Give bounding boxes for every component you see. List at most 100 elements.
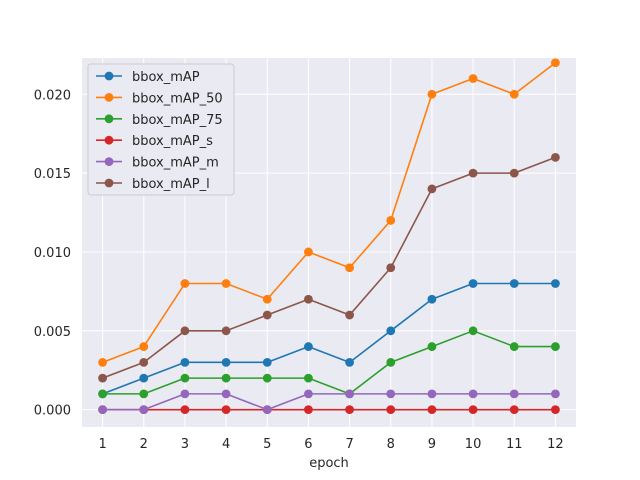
- data-point: [468, 389, 478, 399]
- data-point: [98, 373, 107, 383]
- data-point: [98, 357, 107, 367]
- legend-marker: [104, 114, 114, 124]
- x-tick-label: 4: [222, 437, 230, 452]
- data-point: [427, 184, 437, 194]
- series-line: [102, 62, 556, 364]
- data-point: [345, 405, 354, 415]
- data-point: [221, 373, 231, 383]
- legend-item: bbox_mAP_s: [96, 134, 213, 149]
- y-axis-ticks: 0.000 0.005 0.010 0.015 0.020: [34, 88, 71, 418]
- data-point: [468, 279, 478, 288]
- legend-label: bbox_mAP_l: [132, 177, 210, 192]
- series-bbox-map: [98, 279, 560, 399]
- data-point: [304, 373, 313, 383]
- data-point: [180, 326, 190, 336]
- series-line: [102, 156, 556, 379]
- data-point: [509, 405, 519, 415]
- x-axis-ticks: 1 2 3 4 5 6 7 8 9 10 11 12: [98, 437, 563, 452]
- data-point: [345, 310, 354, 320]
- data-point: [221, 279, 231, 288]
- data-point: [180, 357, 190, 367]
- legend-marker: [104, 93, 114, 102]
- data-point: [139, 389, 149, 399]
- data-point: [304, 247, 313, 257]
- data-point: [262, 294, 272, 304]
- legend-marker: [104, 178, 114, 188]
- series-bbox-map-l: [98, 152, 560, 383]
- data-point: [180, 279, 190, 288]
- data-point: [262, 405, 272, 415]
- data-point: [386, 389, 396, 399]
- series-bbox-map-m: [98, 389, 560, 415]
- data-point: [386, 216, 396, 225]
- y-tick-label: 0.005: [34, 325, 71, 340]
- data-point: [551, 152, 560, 162]
- data-point: [221, 405, 231, 415]
- data-point: [427, 89, 437, 99]
- data-point: [180, 373, 190, 383]
- x-tick-label: 5: [263, 437, 271, 452]
- data-point: [427, 405, 437, 415]
- legend-marker: [104, 157, 114, 167]
- data-point: [468, 405, 478, 415]
- data-point: [262, 357, 272, 367]
- legend-item: bbox_mAP_m: [96, 156, 219, 171]
- data-point: [262, 373, 272, 383]
- legend-item: bbox_mAP_75: [96, 113, 223, 128]
- data-point: [509, 89, 519, 99]
- data-point: [386, 326, 396, 336]
- x-tick-label: 12: [547, 437, 564, 452]
- data-point: [139, 373, 149, 383]
- y-tick-label: 0.010: [34, 246, 71, 261]
- data-point: [427, 342, 437, 351]
- x-tick-label: 1: [98, 437, 106, 452]
- data-point: [386, 357, 396, 367]
- data-point: [98, 405, 107, 415]
- data-point: [345, 357, 354, 367]
- series-bbox-map-50: [98, 58, 560, 367]
- data-point: [98, 389, 107, 399]
- legend-marker: [104, 71, 114, 81]
- legend-label: bbox_mAP_m: [132, 156, 219, 171]
- data-point: [221, 326, 231, 336]
- legend-label: bbox_mAP_s: [132, 134, 213, 149]
- x-axis-label: epoch: [309, 456, 349, 471]
- x-tick-label: 9: [428, 437, 436, 452]
- data-point: [345, 389, 354, 399]
- data-point: [551, 405, 560, 415]
- legend-label: bbox_mAP_50: [132, 91, 223, 106]
- series-line: [102, 330, 556, 395]
- data-point: [509, 279, 519, 288]
- y-tick-label: 0.000: [34, 404, 71, 419]
- data-point: [304, 342, 313, 351]
- data-point: [509, 168, 519, 178]
- x-tick-label: 3: [181, 437, 189, 452]
- data-point: [551, 58, 560, 68]
- data-point: [427, 389, 437, 399]
- legend-item: bbox_mAP: [96, 70, 200, 85]
- data-point: [509, 342, 519, 351]
- data-point: [139, 357, 149, 367]
- data-point: [551, 389, 560, 399]
- data-point: [180, 405, 190, 415]
- x-tick-label: 2: [140, 437, 148, 452]
- y-tick-label: 0.020: [34, 88, 71, 103]
- x-tick-label: 7: [345, 437, 353, 452]
- data-point: [551, 279, 560, 288]
- series-layer: [98, 58, 560, 415]
- legend-label: bbox_mAP: [132, 70, 200, 85]
- data-point: [262, 310, 272, 320]
- series-line: [102, 393, 556, 411]
- data-point: [468, 168, 478, 178]
- legend-box: [87, 63, 235, 196]
- data-point: [386, 263, 396, 273]
- data-point: [139, 342, 149, 351]
- legend-label: bbox_mAP_75: [132, 113, 223, 128]
- data-point: [139, 405, 149, 415]
- data-point: [304, 405, 313, 415]
- data-point: [304, 294, 313, 304]
- data-point: [427, 294, 437, 304]
- x-tick-label: 10: [465, 437, 482, 452]
- data-point: [468, 74, 478, 83]
